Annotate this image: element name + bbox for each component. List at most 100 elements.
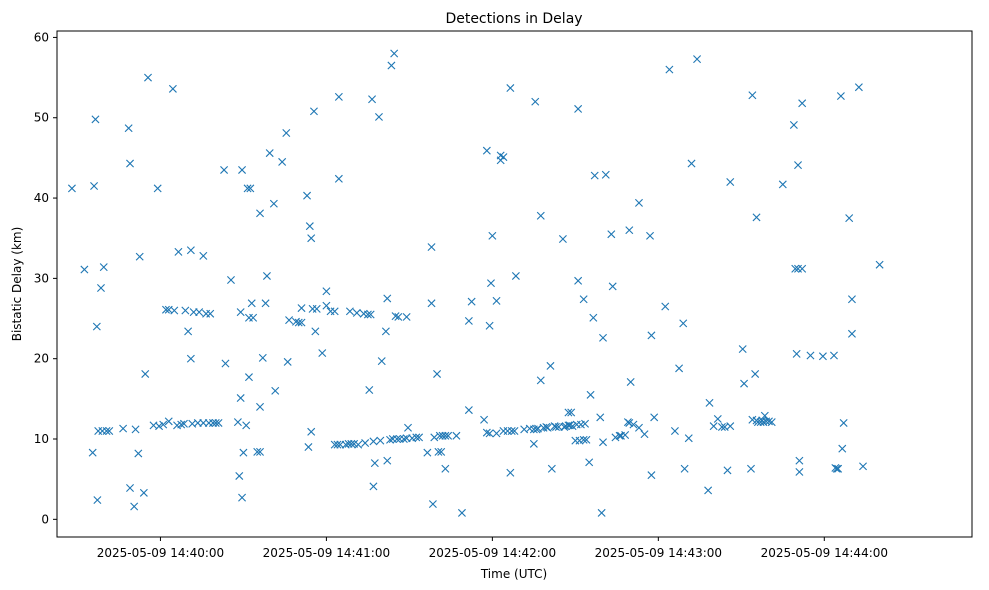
data-point (650, 413, 659, 422)
data-point (399, 435, 408, 444)
data-point (153, 184, 162, 193)
data-point (297, 304, 306, 313)
x-tick-label: 2025-05-09 14:40:00 (97, 546, 224, 560)
data-point (543, 423, 552, 432)
data-point (297, 318, 306, 327)
data-point (726, 178, 735, 186)
x-tick-label: 2025-05-09 14:44:00 (761, 546, 888, 560)
data-point (383, 294, 392, 303)
data-point (88, 448, 97, 457)
data-point (854, 83, 863, 92)
data-point (552, 422, 560, 431)
data-point (818, 352, 827, 361)
data-point (486, 279, 495, 288)
data-point (365, 386, 374, 395)
data-point (256, 209, 265, 218)
data-point (256, 402, 265, 411)
x-axis-label: Time (UTC) (480, 567, 547, 581)
data-point (211, 418, 220, 427)
data-point (626, 377, 635, 386)
data-point (839, 418, 848, 427)
data-point (278, 157, 287, 166)
data-point (565, 421, 574, 430)
y-axis-label: Bistatic Delay (km) (10, 227, 24, 342)
plot-area-frame (56, 30, 973, 538)
data-point (236, 394, 245, 403)
data-point (155, 422, 164, 431)
data-point (571, 436, 580, 445)
data-point (845, 214, 854, 223)
data-point (574, 276, 583, 285)
data-point (713, 414, 722, 423)
data-point (647, 331, 656, 340)
data-point (704, 486, 713, 495)
data-point (308, 304, 317, 313)
data-point (390, 49, 399, 58)
data-point (170, 306, 179, 315)
data-point (386, 435, 395, 444)
scatter-points (67, 49, 884, 517)
data-point (634, 198, 643, 207)
data-point (94, 426, 103, 435)
data-point (168, 84, 177, 93)
data-point (186, 354, 195, 363)
data-point (546, 361, 555, 370)
data-point (239, 448, 248, 457)
data-point (139, 488, 148, 497)
data-point (726, 422, 735, 431)
data-point (381, 327, 390, 336)
data-point (312, 304, 321, 313)
data-point (243, 184, 252, 193)
data-point (798, 264, 807, 273)
data-point (67, 184, 76, 193)
data-point (202, 309, 211, 318)
data-point (847, 329, 856, 338)
data-point (98, 426, 107, 435)
data-point (586, 390, 595, 399)
data-point (294, 318, 303, 327)
data-point (875, 260, 884, 269)
data-point (795, 456, 804, 465)
data-point (174, 247, 183, 256)
data-point (221, 359, 230, 368)
data-point (511, 271, 520, 280)
data-point (369, 482, 378, 491)
data-point (579, 435, 588, 444)
data-point (402, 312, 411, 321)
data-point (249, 313, 258, 322)
data-point (91, 115, 100, 124)
data-point (437, 447, 446, 456)
data-point (574, 104, 583, 113)
data-point (629, 420, 638, 429)
data-point (309, 107, 318, 116)
data-point (311, 327, 320, 336)
data-point (621, 431, 630, 439)
data-point (247, 299, 256, 308)
data-point (596, 413, 605, 422)
data-point (705, 398, 714, 407)
chart-title: Detections in Delay (445, 11, 582, 27)
data-point (536, 211, 545, 220)
data-point (256, 447, 265, 456)
data-point (214, 418, 223, 427)
data-point (195, 308, 204, 317)
data-point (307, 234, 316, 243)
data-point (646, 231, 655, 240)
data-point (599, 333, 608, 342)
data-point (567, 408, 576, 417)
data-point (141, 369, 150, 378)
data-point (806, 351, 815, 360)
data-point (90, 182, 99, 191)
data-point (238, 165, 247, 174)
data-point (383, 456, 392, 465)
data-point (503, 426, 512, 435)
data-point (670, 426, 679, 435)
data-point (464, 316, 473, 325)
data-point (675, 364, 684, 373)
data-point (361, 439, 370, 448)
data-point (510, 426, 519, 435)
data-point (404, 423, 412, 432)
data-point (423, 448, 432, 457)
data-point (441, 464, 450, 473)
data-point (330, 307, 339, 316)
